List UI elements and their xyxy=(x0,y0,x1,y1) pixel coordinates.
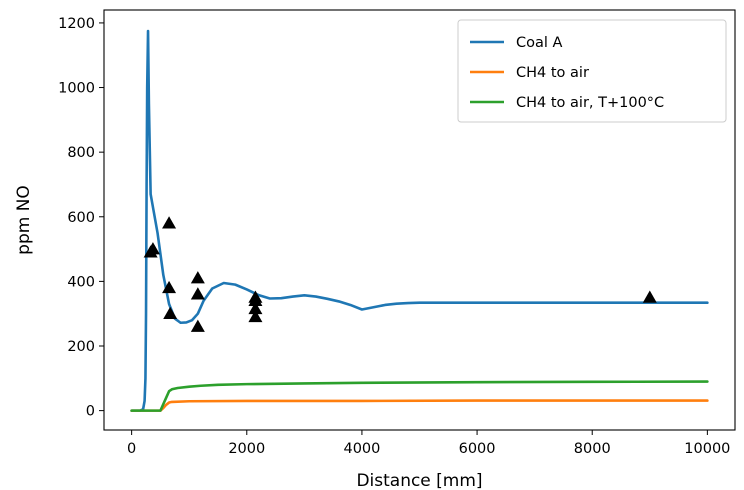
y-axis: 0 200 400 600 800 1000 1200 xyxy=(58,16,104,420)
y-tick-label: 400 xyxy=(67,274,95,290)
series-line-1 xyxy=(130,399,709,412)
data-point-marker xyxy=(642,290,657,303)
y-axis-label: ppm NO xyxy=(14,185,34,255)
x-tick-label: 0 xyxy=(127,441,136,457)
data-point-marker xyxy=(163,306,178,319)
x-tick-label: 4000 xyxy=(343,441,380,457)
series-line-2 xyxy=(130,380,709,412)
markers xyxy=(143,216,657,332)
series-line-0 xyxy=(130,29,709,412)
x-tick-label: 8000 xyxy=(574,441,611,457)
plot-frame xyxy=(103,9,736,431)
data-point-marker xyxy=(190,319,205,332)
legend-box xyxy=(457,19,727,123)
y-tick-label: 1200 xyxy=(58,16,95,32)
data-point-marker xyxy=(145,242,160,255)
data-point-marker xyxy=(248,309,263,323)
y-tick-label: 200 xyxy=(67,339,95,355)
data-point-marker xyxy=(190,287,205,300)
y-tick-label: 0 xyxy=(86,404,95,420)
y-tick-label: 800 xyxy=(67,145,95,161)
x-axis-label: Distance [mm] xyxy=(356,471,482,490)
x-tick-label: 6000 xyxy=(459,441,496,457)
legend-label: CH4 to air xyxy=(516,65,589,81)
legend-label: CH4 to air, T+100°C xyxy=(516,95,664,111)
data-point-marker xyxy=(248,293,263,307)
x-tick-label: 2000 xyxy=(228,441,265,457)
x-tick-label: 10000 xyxy=(684,441,730,457)
data-point-marker xyxy=(162,216,177,229)
x-axis: 0 2000 4000 6000 8000 10000 xyxy=(127,430,730,457)
legend: Coal A CH4 to air CH4 to air, T+100°C xyxy=(457,19,727,123)
series-lines xyxy=(130,29,709,412)
data-point-marker xyxy=(248,301,263,315)
legend-label: Coal A xyxy=(516,35,563,51)
y-tick-label: 600 xyxy=(67,210,95,226)
y-tick-label: 1000 xyxy=(58,81,95,97)
data-point-marker xyxy=(162,280,177,294)
data-point-marker xyxy=(190,271,205,284)
